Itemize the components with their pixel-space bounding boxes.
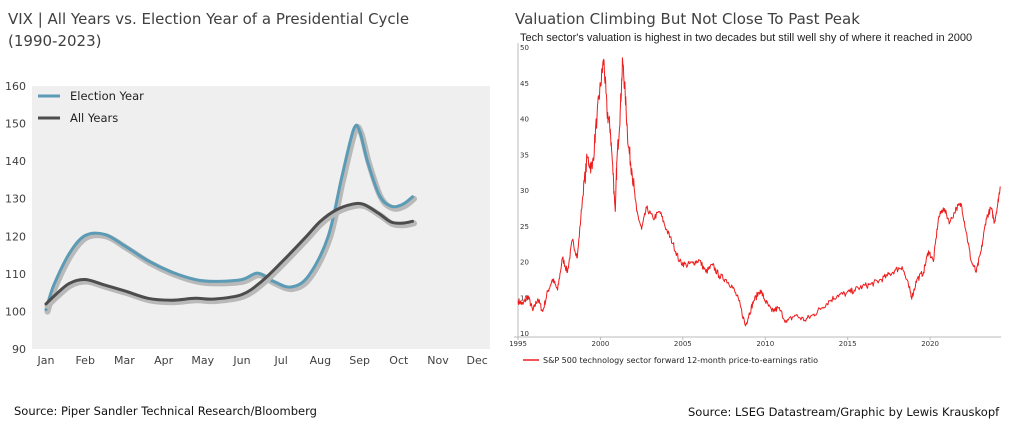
y-tick-label: 35 (520, 151, 529, 159)
plot-area (32, 86, 490, 349)
legend-label-tech-pe: S&P 500 technology sector forward 12-mon… (543, 356, 818, 365)
legend-label-all-years: All Years (70, 111, 118, 125)
left-source-note: Source: Piper Sandler Technical Research… (14, 404, 317, 418)
x-tick-label: Jun (232, 354, 250, 367)
x-tick-label: Aug (310, 354, 331, 367)
series-line-tech-pe (517, 57, 1001, 327)
right-chart-subtitle: Tech sector's valuation is highest in tw… (520, 32, 973, 44)
legend-label-election-year: Election Year (70, 89, 144, 103)
y-tick-label: 50 (520, 44, 529, 52)
left-chart-title-line1: VIX | All Years vs. Election Year of a P… (8, 10, 410, 28)
y-tick-label: 45 (520, 80, 529, 88)
y-tick-label: 120 (5, 230, 26, 243)
x-tick-label: May (191, 354, 214, 367)
x-tick-label: 2015 (839, 340, 857, 348)
y-tick-label: 40 (520, 116, 529, 124)
y-tick-label: 150 (5, 118, 26, 131)
x-tick-label: Jul (274, 354, 288, 367)
x-tick-label: Feb (75, 354, 94, 367)
y-tick-label: 100 (5, 305, 26, 318)
x-tick-label: Sep (349, 354, 370, 367)
y-tick-label: 90 (12, 343, 26, 356)
right-chart-title: Valuation Climbing But Not Close To Past… (515, 10, 860, 28)
x-tick-label: 2000 (592, 340, 610, 348)
y-tick-label: 110 (5, 268, 26, 281)
y-tick-label: 10 (520, 330, 529, 338)
y-tick-label: 130 (5, 193, 26, 206)
y-tick-label: 20 (520, 259, 529, 267)
x-tick-label: Apr (154, 354, 174, 367)
vix-panel: VIX | All Years vs. Election Year of a P… (0, 0, 500, 429)
valuation-panel: Valuation Climbing But Not Close To Past… (505, 0, 1024, 429)
y-tick-label: 30 (520, 187, 529, 195)
valuation-chart: 10 15 20 25 30 35 40 45 50 1995 2000 2005 2010 2015 20… (509, 43, 1001, 365)
series-line-all-years (44, 201, 414, 306)
y-tick-label: 140 (5, 155, 26, 168)
x-tick-label: Jan (37, 354, 55, 367)
x-tick-label: 2020 (921, 340, 939, 348)
x-tick-label: Mar (114, 354, 135, 367)
x-tick-label: 2010 (756, 340, 774, 348)
x-tick-label: Nov (427, 354, 449, 367)
left-chart-title-line2: (1990-2023) (8, 32, 102, 50)
x-tick-label: Oct (389, 354, 409, 367)
y-tick-label: 25 (520, 223, 529, 231)
x-tick-label: 2005 (674, 340, 692, 348)
x-tick-label: Dec (467, 354, 488, 367)
vix-chart: 90 100 110 120 130 140 150 160 Jan Feb Mar Apr May Ju… (5, 80, 490, 367)
y-tick-label: 15 (520, 294, 529, 302)
y-tick-label: 160 (5, 80, 26, 93)
x-tick-label: 1995 (509, 340, 527, 348)
right-source-note: Source: LSEG Datastream/Graphic by Lewis… (688, 405, 1000, 419)
